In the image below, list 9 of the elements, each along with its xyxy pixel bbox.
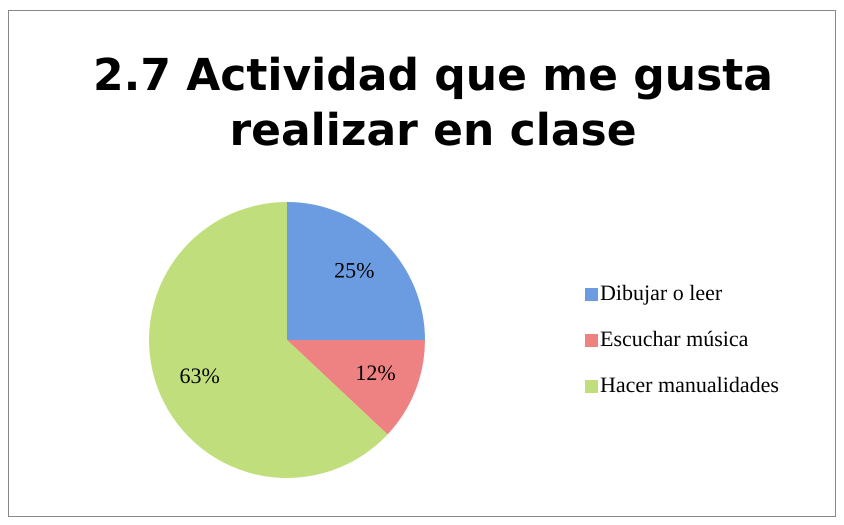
legend-label: Hacer manualidades: [600, 372, 779, 398]
chart-title: 2.7 Actividad que me gusta realizar en clase: [92, 50, 774, 156]
data-label: 12%: [355, 360, 396, 386]
data-label: 25%: [334, 258, 374, 283]
legend-label: Dibujar o leer: [600, 280, 723, 306]
data-label: 63%: [179, 362, 220, 388]
pie-slice: [287, 340, 425, 434]
legend-label: Escuchar música: [600, 326, 749, 352]
pie-slice: [287, 202, 425, 340]
